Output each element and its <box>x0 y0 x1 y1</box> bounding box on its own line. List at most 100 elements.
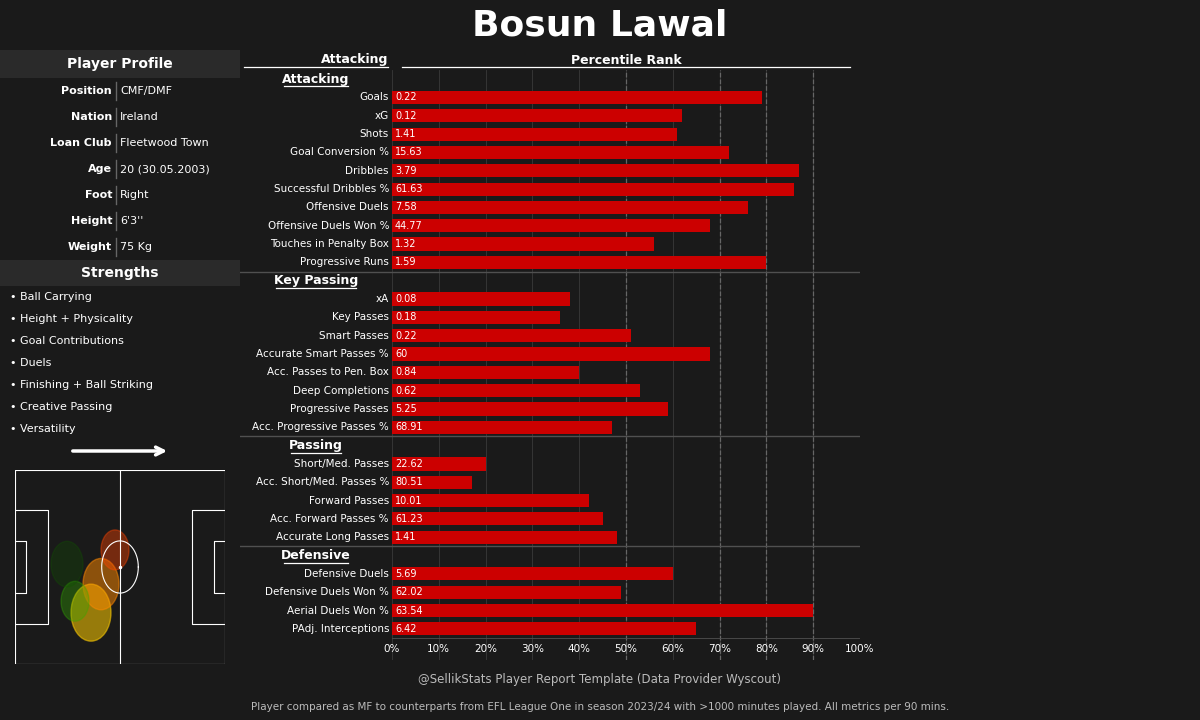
Text: • Finishing + Ball Striking: • Finishing + Ball Striking <box>10 380 154 390</box>
Text: Position: Position <box>61 86 112 96</box>
Text: 63.54: 63.54 <box>395 606 422 616</box>
Text: Offensive Duels Won %: Offensive Duels Won % <box>268 221 389 230</box>
Text: 1.41: 1.41 <box>395 532 416 542</box>
Text: 0.84: 0.84 <box>395 367 416 377</box>
Text: Defensive: Defensive <box>281 549 350 562</box>
Bar <box>392 513 602 526</box>
Text: 0.22: 0.22 <box>395 92 416 102</box>
Circle shape <box>61 581 89 621</box>
Text: Progressive Passes: Progressive Passes <box>290 404 389 414</box>
Text: 60%: 60% <box>661 644 684 654</box>
Text: xA: xA <box>376 294 389 304</box>
Text: 6.42: 6.42 <box>395 624 416 634</box>
Bar <box>392 164 799 177</box>
Bar <box>392 292 570 305</box>
Bar <box>392 457 486 471</box>
Text: 68.91: 68.91 <box>395 423 422 432</box>
Bar <box>392 238 654 251</box>
Text: 20%: 20% <box>474 644 497 654</box>
Text: Deep Completions: Deep Completions <box>293 386 389 396</box>
Text: Player Profile: Player Profile <box>67 57 173 71</box>
Text: 10.01: 10.01 <box>395 495 422 505</box>
Text: Passing: Passing <box>289 439 343 452</box>
Text: CMF/DMF: CMF/DMF <box>120 86 172 96</box>
Text: • Versatility: • Versatility <box>10 424 76 434</box>
Text: 80.51: 80.51 <box>395 477 422 487</box>
Text: Aerial Duels Won %: Aerial Duels Won % <box>287 606 389 616</box>
Text: Acc. Short/Med. Passes %: Acc. Short/Med. Passes % <box>256 477 389 487</box>
Text: 50%: 50% <box>614 644 637 654</box>
Text: • Height + Physicality: • Height + Physicality <box>10 314 133 324</box>
Text: Nation: Nation <box>71 112 112 122</box>
Bar <box>392 366 580 379</box>
Text: 90%: 90% <box>802 644 824 654</box>
Text: 10%: 10% <box>427 644 450 654</box>
Bar <box>392 182 794 196</box>
Text: Foot: Foot <box>84 190 112 200</box>
Text: 1.41: 1.41 <box>395 129 416 139</box>
Text: Goal Conversion %: Goal Conversion % <box>290 148 389 158</box>
Bar <box>0 50 240 78</box>
Bar <box>392 219 710 233</box>
Bar <box>392 256 767 269</box>
Text: 20 (30.05.2003): 20 (30.05.2003) <box>120 164 210 174</box>
Text: Acc. Passes to Pen. Box: Acc. Passes to Pen. Box <box>268 367 389 377</box>
Bar <box>392 567 673 580</box>
Bar <box>392 127 678 140</box>
Text: Dribbles: Dribbles <box>346 166 389 176</box>
Text: 0.62: 0.62 <box>395 386 416 396</box>
Text: @SellikStats Player Report Template (Data Provider Wyscout): @SellikStats Player Report Template (Dat… <box>419 672 781 685</box>
Text: 15.63: 15.63 <box>395 148 422 158</box>
Text: Strengths: Strengths <box>82 266 158 280</box>
Text: 1.32: 1.32 <box>395 239 416 249</box>
Circle shape <box>50 541 83 587</box>
Text: 30%: 30% <box>521 644 544 654</box>
Text: 100%: 100% <box>845 644 875 654</box>
Text: Ireland: Ireland <box>120 112 158 122</box>
Text: 0%: 0% <box>384 644 400 654</box>
Text: Goals: Goals <box>360 92 389 102</box>
Text: Height: Height <box>71 216 112 226</box>
Bar <box>392 420 612 434</box>
Text: • Goal Contributions: • Goal Contributions <box>10 336 124 346</box>
Text: Player compared as MF to counterparts from EFL League One in season 2023/24 with: Player compared as MF to counterparts fr… <box>251 702 949 712</box>
Text: Defensive Duels Won %: Defensive Duels Won % <box>265 588 389 597</box>
Bar <box>392 494 588 507</box>
Text: 6'3'': 6'3'' <box>120 216 143 226</box>
Circle shape <box>101 530 130 570</box>
Bar <box>392 329 631 342</box>
Text: 60: 60 <box>395 349 407 359</box>
Text: Key Passing: Key Passing <box>274 274 358 287</box>
Text: Defensive Duels: Defensive Duels <box>304 569 389 579</box>
Text: Fleetwood Town: Fleetwood Town <box>120 138 209 148</box>
Text: 44.77: 44.77 <box>395 221 422 230</box>
Text: Short/Med. Passes: Short/Med. Passes <box>294 459 389 469</box>
Bar <box>392 91 762 104</box>
Circle shape <box>71 584 112 642</box>
Text: 0.12: 0.12 <box>395 111 416 121</box>
Text: Shots: Shots <box>360 129 389 139</box>
Text: Attacking: Attacking <box>320 53 388 66</box>
Text: Touches in Penalty Box: Touches in Penalty Box <box>270 239 389 249</box>
Text: 0.18: 0.18 <box>395 312 416 323</box>
Text: 22.62: 22.62 <box>395 459 422 469</box>
Text: 5.25: 5.25 <box>395 404 416 414</box>
Text: 7.58: 7.58 <box>395 202 416 212</box>
Text: Bosun Lawal: Bosun Lawal <box>473 8 727 42</box>
Circle shape <box>83 559 119 610</box>
Text: Key Passes: Key Passes <box>332 312 389 323</box>
Bar <box>392 585 622 599</box>
Text: Loan Club: Loan Club <box>50 138 112 148</box>
Text: 75 Kg: 75 Kg <box>120 242 152 252</box>
Text: • Ball Carrying: • Ball Carrying <box>10 292 92 302</box>
Bar <box>0 260 240 286</box>
Bar <box>392 348 710 361</box>
Text: Weight: Weight <box>68 242 112 252</box>
Text: Offensive Duels: Offensive Duels <box>306 202 389 212</box>
Text: Forward Passes: Forward Passes <box>308 495 389 505</box>
Text: 3.79: 3.79 <box>395 166 416 176</box>
Text: Successful Dribbles %: Successful Dribbles % <box>274 184 389 194</box>
Text: 70%: 70% <box>708 644 731 654</box>
Bar <box>392 201 748 214</box>
Text: 0.22: 0.22 <box>395 330 416 341</box>
